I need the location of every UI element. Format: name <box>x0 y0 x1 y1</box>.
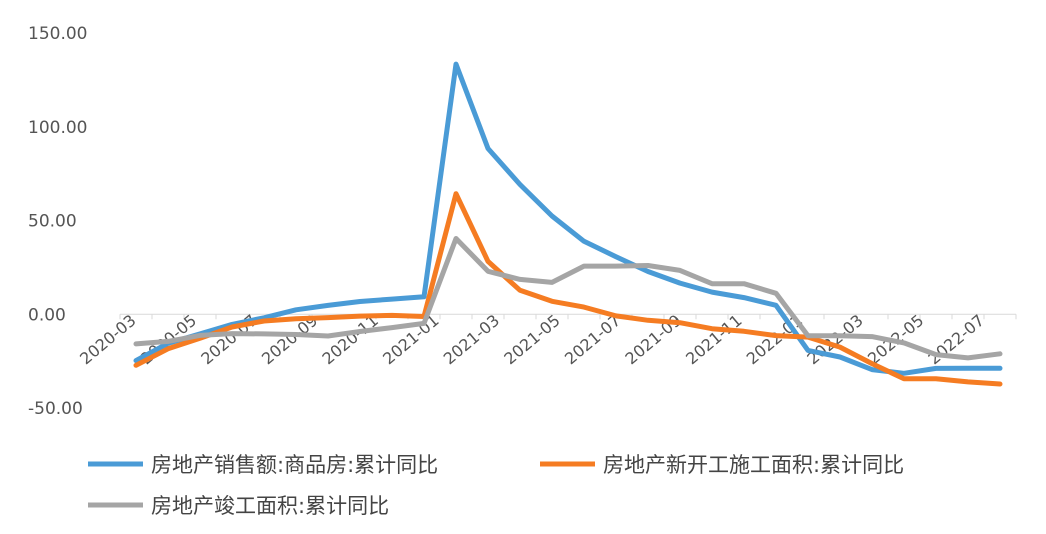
y-tick-label: 50.00 <box>28 212 77 232</box>
y-tick-label: 150.00 <box>28 24 87 44</box>
series-layer <box>133 61 1003 387</box>
x-tick-label: 2021-07 <box>561 311 624 369</box>
legend-label-1: 房地产新开工施工面积:累计同比 <box>603 453 904 477</box>
x-tick-label: 2021-05 <box>500 311 563 369</box>
y-axis: -50.00 0.00 50.00 100.00 150.00 <box>28 24 87 419</box>
x-tick-label: 2021-11 <box>682 311 745 369</box>
series-line-0 <box>133 61 1003 376</box>
x-tick-label: 2021-01 <box>379 311 442 369</box>
y-tick-label: 100.00 <box>28 118 87 138</box>
legend-label-0: 房地产销售额:商品房:累计同比 <box>151 453 438 477</box>
legend: 房地产销售额:商品房:累计同比 房地产新开工施工面积:累计同比房地产竣工面积:累计… <box>88 453 904 518</box>
y-tick-label: -50.00 <box>28 399 83 419</box>
series-line-2 <box>133 236 1003 361</box>
x-tick-label: 2021-03 <box>440 311 503 369</box>
x-tick-label: 2022-07 <box>925 311 988 369</box>
x-tick-label: 2020-03 <box>76 311 139 369</box>
y-tick-label: 0.00 <box>28 305 66 325</box>
legend-label-2: 房地产竣工面积:累计同比 <box>151 494 389 518</box>
series-line-1 <box>133 191 1003 387</box>
